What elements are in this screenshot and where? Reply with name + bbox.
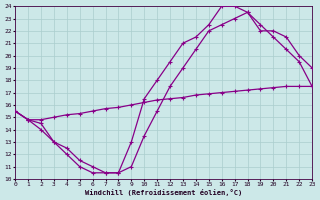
X-axis label: Windchill (Refroidissement éolien,°C): Windchill (Refroidissement éolien,°C) bbox=[85, 189, 242, 196]
